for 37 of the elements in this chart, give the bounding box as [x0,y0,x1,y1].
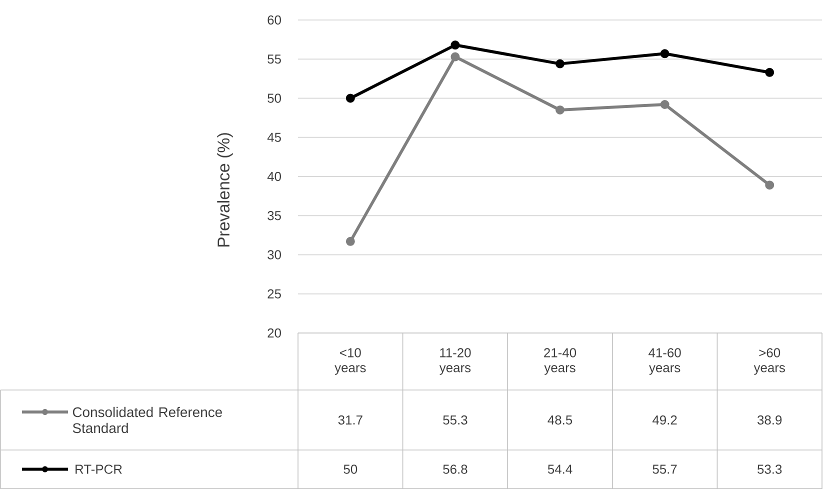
data-label: 55.7 [652,464,677,474]
x-tick-label: <10 years [334,348,366,375]
point [556,105,565,114]
y-tick-label: 30 [268,250,281,260]
y-tick-label: 25 [268,289,281,298]
data-label: 55.3 [443,415,468,425]
point [450,40,460,50]
point [556,59,565,68]
y-tick-label: 20 [268,328,281,338]
point [765,68,774,77]
y-tick-label: 55 [268,54,281,64]
data-label: 38.9 [758,415,782,425]
point [450,52,460,62]
data-label: 56.8 [443,464,468,474]
data-label: 50 [344,464,358,474]
x-tick-label: >60 years [754,348,785,375]
data-label: 49.2 [652,415,677,425]
data-label: 48.5 [548,415,572,425]
point [346,236,355,246]
point [660,49,670,58]
point [660,100,670,109]
point [346,94,355,103]
data-label: 31.7 [338,415,362,425]
y-tick-label: 35 [268,211,281,220]
legend-label: RT-PCR [76,464,122,474]
y-tick-label: 50 [268,94,281,103]
x-tick-label: 11-20 years [439,348,471,375]
point [765,180,774,190]
y-tick-label: 40 [267,172,281,182]
y-tick-label: 45 [267,132,281,142]
data-label: 53.3 [758,464,782,474]
y-axis-title: Prevalence (%) [217,133,233,246]
data-label: 54.4 [548,464,572,474]
y-tick-label: 60 [268,15,281,25]
x-tick-label: 21-40 years [544,348,576,375]
x-tick-label: 41-60 years [648,348,681,375]
legend-label: Consolidated Reference Standard [72,406,222,434]
